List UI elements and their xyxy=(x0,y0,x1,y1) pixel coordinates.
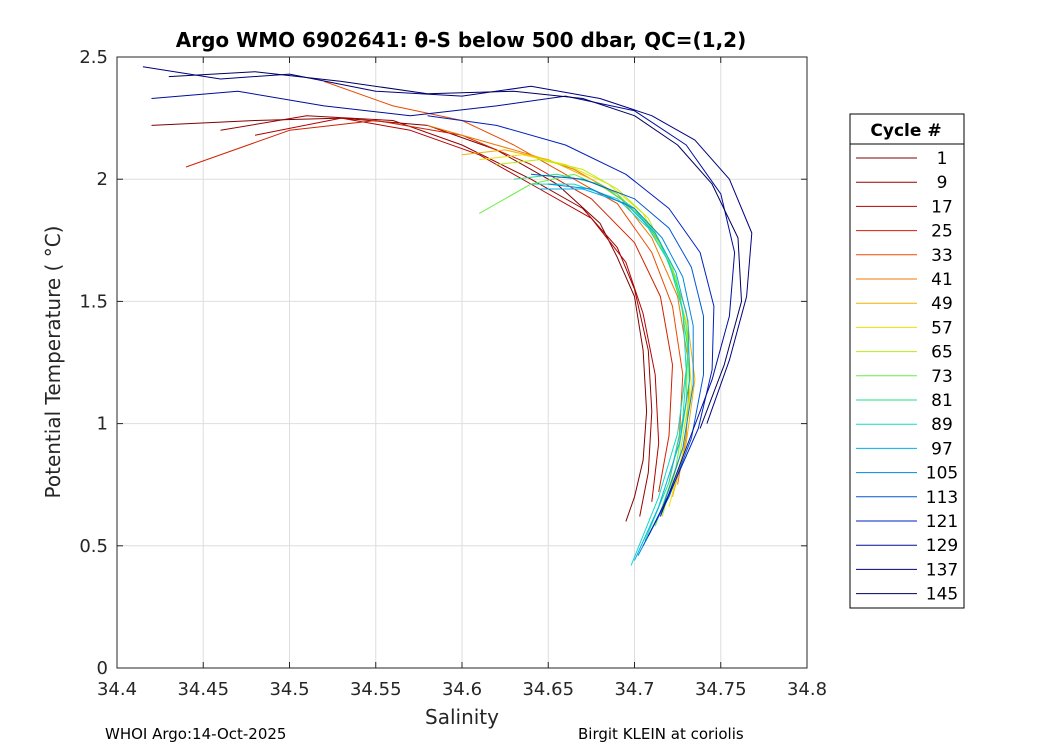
chart-title: Argo WMO 6902641: θ-S below 500 dbar, QC… xyxy=(176,28,746,52)
series-line-cycle-113 xyxy=(530,173,704,547)
legend-label: 57 xyxy=(931,318,953,338)
y-axis: 0 0.5 1 1.5 2 2.5 xyxy=(79,47,807,679)
legend-entry: 121 xyxy=(856,512,958,532)
series-line-cycle-105 xyxy=(548,183,694,556)
legend-entry: 145 xyxy=(856,585,958,605)
y-axis-label: Potential Temperature ( °C) xyxy=(41,226,65,499)
x-tick-label: 34.5 xyxy=(269,679,309,700)
legend-label: 137 xyxy=(926,560,958,580)
x-tick-label: 34.7 xyxy=(614,679,654,700)
legend-entry: 89 xyxy=(856,415,953,435)
legend-entry: 9 xyxy=(856,173,947,193)
series-layer xyxy=(142,66,753,566)
legend-label: 89 xyxy=(931,415,953,435)
legend-label: 73 xyxy=(931,367,953,387)
legend-label: 121 xyxy=(926,512,958,532)
series-line-cycle-145 xyxy=(168,71,742,429)
x-tick-label: 34.65 xyxy=(522,679,574,700)
plot-area xyxy=(116,56,808,669)
series-line-cycle-9 xyxy=(220,115,653,517)
legend-title: Cycle # xyxy=(870,121,941,141)
x-tick-label: 34.8 xyxy=(787,679,827,700)
y-tick-label: 0.5 xyxy=(79,536,108,557)
legend-entry: 73 xyxy=(856,367,953,387)
legend-entry: 17 xyxy=(856,197,953,217)
legend-box xyxy=(849,113,965,609)
legend-label: 105 xyxy=(926,464,958,484)
y-tick-label: 1.5 xyxy=(79,291,108,312)
legend-label: 33 xyxy=(931,246,953,266)
footer-left: WHOI Argo:14-Oct-2025 xyxy=(105,725,287,743)
legend-entry: 97 xyxy=(856,439,953,459)
legend-label: 129 xyxy=(926,536,958,556)
legend-label: 81 xyxy=(931,391,953,411)
legend-entry: 1 xyxy=(856,149,947,169)
legend-entry: 137 xyxy=(856,560,958,580)
x-tick-label: 34.45 xyxy=(177,679,229,700)
legend-label: 17 xyxy=(931,197,953,217)
legend-entry: 129 xyxy=(856,536,958,556)
footer-right: Birgit KLEIN at coriolis xyxy=(578,725,744,743)
x-axis-label: Salinity xyxy=(425,705,499,729)
series-line-cycle-97 xyxy=(539,188,691,561)
legend-entry: 25 xyxy=(856,222,953,242)
legend-label: 25 xyxy=(931,222,953,242)
legend-entry: 113 xyxy=(856,488,958,508)
y-tick-label: 0 xyxy=(97,658,108,679)
legend-label: 145 xyxy=(926,585,958,605)
legend-label: 1 xyxy=(937,149,948,169)
y-tick-label: 2.5 xyxy=(79,47,108,68)
legend-entry: 49 xyxy=(856,294,953,314)
legend-entry: 65 xyxy=(856,343,953,363)
x-tick-label: 34.4 xyxy=(97,679,137,700)
legend-label: 49 xyxy=(931,294,953,314)
legend-entry: 81 xyxy=(856,391,953,411)
y-tick-label: 1 xyxy=(97,414,108,435)
x-tick-label: 34.6 xyxy=(442,679,482,700)
x-tick-label: 34.75 xyxy=(695,679,747,700)
legend-label: 97 xyxy=(931,439,953,459)
series-line-cycle-121 xyxy=(427,115,715,537)
x-axis: 34.4 34.45 34.5 34.55 34.6 34.65 34.7 34.75 34.8 xyxy=(97,57,827,700)
series-line-cycle-17 xyxy=(254,117,660,502)
legend-label: 41 xyxy=(931,270,953,290)
y-tick-label: 2 xyxy=(97,169,108,190)
legend-entry: 41 xyxy=(856,270,953,290)
legend: Cycle # 1 9 17 25 33 41 49 57 65 73 81 89 97 105 113 12… xyxy=(849,113,965,609)
x-tick-label: 34.55 xyxy=(350,679,402,700)
legend-entry: 33 xyxy=(856,246,953,266)
legend-entries: 1 9 17 25 33 41 49 57 65 73 81 89 97 105 113 121 129 137 1… xyxy=(856,149,958,605)
series-line-cycle-129 xyxy=(151,90,736,517)
legend-entry: 105 xyxy=(856,464,958,484)
legend-label: 65 xyxy=(931,343,953,363)
legend-label: 113 xyxy=(926,488,958,508)
legend-entry: 57 xyxy=(856,318,953,338)
legend-label: 9 xyxy=(937,173,948,193)
series-line-cycle-25 xyxy=(185,120,673,493)
series-line-cycle-33 xyxy=(323,80,684,483)
